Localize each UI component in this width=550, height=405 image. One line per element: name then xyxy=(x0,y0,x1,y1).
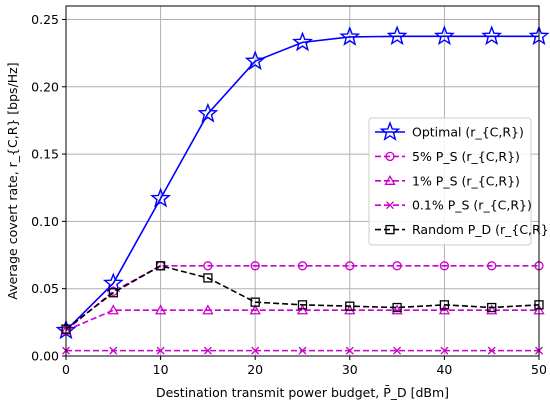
x-axis-label: Destination transmit power budget, P̄_D … xyxy=(156,385,449,400)
legend-item: 5% P_S (r_{C,R}) xyxy=(375,149,520,164)
data-point xyxy=(438,304,451,315)
plot-frame xyxy=(65,5,540,357)
x-tick-label: 30 xyxy=(342,362,358,377)
legend-marker xyxy=(384,174,396,185)
data-point xyxy=(203,261,213,271)
y-tick-label: 0.00 xyxy=(31,349,59,364)
data-point xyxy=(203,346,212,355)
data-point xyxy=(156,346,165,355)
data-point xyxy=(250,261,260,271)
data-point xyxy=(386,25,408,46)
data-point xyxy=(393,346,402,355)
series-3 xyxy=(62,346,543,355)
data-point xyxy=(439,300,450,310)
data-point xyxy=(249,304,261,315)
x-tick-label: 50 xyxy=(531,362,547,377)
data-point xyxy=(487,261,497,271)
legend-label: 5% P_S (r_{C,R}) xyxy=(412,149,520,164)
data-point xyxy=(155,261,166,271)
data-point xyxy=(292,31,313,52)
ticks: 0 10 20 30 40 50 0.00 0.05 0.10 0.15 0.20 0.25 xyxy=(31,12,547,377)
legend-item: Optimal (r_{C,R}) xyxy=(375,121,524,141)
data-point xyxy=(439,261,450,271)
y-tick-label: 0.10 xyxy=(31,214,59,229)
legend-item: 0.1% P_S (r_{C,R}) xyxy=(375,198,532,213)
x-tick-label: 10 xyxy=(153,362,169,377)
series-line xyxy=(65,264,540,330)
y-tick-label: 0.05 xyxy=(31,281,59,296)
x-tick-label: 40 xyxy=(436,362,452,377)
data-point xyxy=(203,273,213,283)
data-point xyxy=(345,261,355,271)
data-point xyxy=(250,297,260,307)
legend-marker xyxy=(385,151,395,162)
y-tick-label: 0.25 xyxy=(31,12,59,27)
x-tick-label: 0 xyxy=(62,362,70,377)
x-tick-label: 20 xyxy=(247,362,263,377)
data-point xyxy=(345,301,355,311)
series-line xyxy=(65,309,539,332)
legend: Optimal (r_{C,R}) 5% P_S (r_{C,R}) 1% P_S … xyxy=(368,117,550,246)
y-axis-label: Average covert rate, r_{C,R} [bps/Hz] xyxy=(5,62,20,299)
data-point xyxy=(197,102,219,123)
data-point xyxy=(202,304,214,315)
data-point xyxy=(433,25,455,46)
series-line xyxy=(65,35,539,331)
legend-marker xyxy=(386,201,394,210)
data-point xyxy=(392,261,402,271)
legend-label: Random P_D (r_{C,R}) xyxy=(412,222,550,237)
legend-item: Random P_D (r_{C,R}) xyxy=(375,222,550,237)
data-point xyxy=(487,302,497,313)
data-point xyxy=(487,346,496,355)
series-2 xyxy=(60,304,545,335)
legend-label: Optimal (r_{C,R}) xyxy=(412,125,524,140)
data-point xyxy=(391,304,403,315)
y-tick-label: 0.15 xyxy=(31,147,59,162)
series-layer xyxy=(55,25,550,355)
legend-label: 0.1% P_S (r_{C,R}) xyxy=(412,198,532,213)
series-1 xyxy=(61,261,544,336)
series-4 xyxy=(61,261,544,334)
data-point xyxy=(297,261,308,271)
data-point xyxy=(244,50,266,71)
legend-marker xyxy=(385,224,395,235)
data-point xyxy=(251,346,260,355)
data-point xyxy=(297,300,308,310)
data-point xyxy=(486,304,498,315)
data-point xyxy=(440,346,449,355)
legend-label: 1% P_S (r_{C,R}) xyxy=(412,173,520,188)
legend-box xyxy=(368,117,532,246)
data-point xyxy=(150,187,172,208)
data-point xyxy=(107,304,119,315)
legend-item: 1% P_S (r_{C,R}) xyxy=(375,173,520,188)
data-point xyxy=(298,346,307,355)
data-point xyxy=(109,346,118,355)
data-point xyxy=(154,304,167,315)
data-point xyxy=(481,25,503,46)
legend-marker xyxy=(379,121,401,141)
y-tick-label: 0.20 xyxy=(31,79,59,94)
data-point xyxy=(108,288,118,298)
data-point xyxy=(345,346,354,355)
data-point xyxy=(339,25,361,46)
data-point xyxy=(392,302,402,313)
series-line xyxy=(65,265,539,332)
data-point xyxy=(296,304,309,315)
